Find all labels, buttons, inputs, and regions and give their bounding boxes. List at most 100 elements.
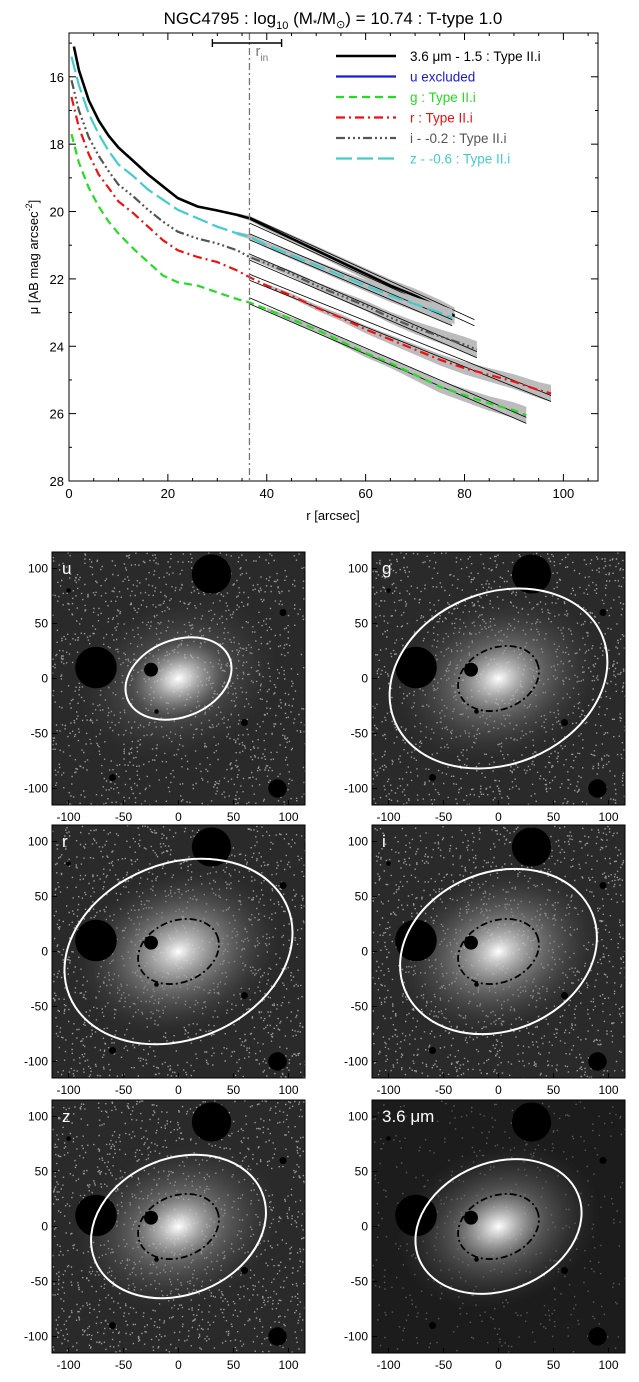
image-panel-4: z -100 -100 -50 -50 0 0 50 50 100 100 xyxy=(24,1099,306,1372)
image-panel-5: 3.6 μm -100 -100 -50 -50 0 0 50 50 100 100 xyxy=(344,1099,626,1372)
image-y-tick-label: -50 xyxy=(351,1275,369,1289)
star-mask xyxy=(268,1327,287,1346)
star-mask xyxy=(511,554,552,594)
image-x-tick-label: 50 xyxy=(227,1358,241,1372)
image-y-tick-label: 100 xyxy=(28,562,48,576)
image-y-tick-label: 0 xyxy=(361,1220,368,1234)
star-mask xyxy=(464,662,478,677)
outer-ellipse xyxy=(399,867,598,1036)
image-y-tick-label: 100 xyxy=(348,562,368,576)
image-x-tick-label: 100 xyxy=(278,810,298,824)
y-tick-label: 26 xyxy=(50,407,64,422)
galaxy-image xyxy=(52,552,305,805)
image-x-tick-label: 0 xyxy=(175,1358,182,1372)
outer-ellipse xyxy=(63,857,294,1046)
outer-ellipse xyxy=(414,1158,583,1295)
y-axis-label: μ [AB mag arcsec-2] xyxy=(24,200,41,315)
image-y-tick-label: 100 xyxy=(348,835,368,849)
galaxy-image-grid: u -100 -100 -50 -50 0 0 50 50 100 100 g -100 -100 -50 -… xyxy=(0,530,639,1377)
star-mask xyxy=(386,588,391,593)
image-x-tick-label: -100 xyxy=(56,810,80,824)
image-x-tick-label: 50 xyxy=(547,810,561,824)
star-mask xyxy=(511,1102,552,1142)
star-mask xyxy=(109,1047,116,1054)
legend-label: i - -0.2 : Type II.i xyxy=(410,131,507,146)
image-x-tick-label: 50 xyxy=(547,1358,561,1372)
x-tick-label: 0 xyxy=(65,486,72,501)
galaxy-glow xyxy=(76,1143,281,1310)
x-axis-label: r [arcsec] xyxy=(306,508,359,523)
image-y-tick-label: -100 xyxy=(24,1055,48,1069)
y-axis-ticks: 16 18 20 22 24 26 28 xyxy=(50,42,598,489)
star-mask xyxy=(429,1322,436,1329)
image-x-tick-label: 50 xyxy=(227,1083,241,1097)
image-x-tick-label: 100 xyxy=(598,1083,618,1097)
image-x-tick-label: 50 xyxy=(547,1083,561,1097)
plot-frame xyxy=(68,32,599,482)
star-mask xyxy=(561,1267,568,1274)
legend-label: 3.6 μm - 1.5 : Type II.i xyxy=(410,49,541,64)
image-x-tick-label: 100 xyxy=(598,1358,618,1372)
image-x-tick-label: 0 xyxy=(495,1083,502,1097)
star-mask xyxy=(561,992,568,999)
plot-area xyxy=(70,33,552,481)
image-y-tick-label: 50 xyxy=(355,617,369,631)
image-x-tick-label: -100 xyxy=(56,1358,80,1372)
fit-line xyxy=(249,273,552,396)
x-tick-label: 40 xyxy=(260,486,274,501)
inner-ellipse xyxy=(137,918,220,985)
galaxy-glow xyxy=(396,868,601,1035)
star-mask xyxy=(474,1257,479,1262)
inner-ellipse xyxy=(457,645,540,712)
series-line xyxy=(70,79,478,351)
image-y-tick-label: -50 xyxy=(31,1000,49,1014)
image-y-tick-label: 0 xyxy=(41,1220,48,1234)
image-x-tick-label: -50 xyxy=(435,1083,453,1097)
star-mask xyxy=(241,719,248,726)
star-mask xyxy=(464,935,478,950)
y-tick-label: 18 xyxy=(50,137,64,152)
image-y-tick-label: -100 xyxy=(24,782,48,796)
star-mask xyxy=(268,779,287,798)
galaxy-image xyxy=(372,825,625,1078)
galaxy-image xyxy=(372,552,625,805)
x-tick-label: 20 xyxy=(161,486,175,501)
panel-label: u xyxy=(62,559,71,578)
surface-brightness-profile-chart: NGC4795 : log10 (M*/M⊙) = 10.74 : T-type… xyxy=(24,9,599,523)
star-mask xyxy=(66,1136,71,1141)
legend-label: z - -0.6 : Type II.i xyxy=(410,152,510,167)
fit-line xyxy=(249,297,527,418)
image-y-tick-label: -100 xyxy=(344,1330,368,1344)
legend-label: r : Type II.i xyxy=(410,111,473,126)
star-mask xyxy=(561,719,568,726)
x-tick-label: 60 xyxy=(358,486,372,501)
star-mask xyxy=(241,992,248,999)
inner-ellipse xyxy=(137,1193,220,1260)
star-mask xyxy=(191,554,232,594)
image-y-tick-label: -50 xyxy=(351,727,369,741)
y-tick-label: 24 xyxy=(50,339,64,354)
star-mask xyxy=(154,1257,159,1262)
star-mask xyxy=(154,709,159,714)
image-panel-1: g -100 -100 -50 -50 0 0 50 50 100 100 xyxy=(344,551,626,824)
star-mask xyxy=(599,609,607,616)
image-y-tick-label: -100 xyxy=(344,782,368,796)
legend-label: g : Type II.i xyxy=(410,90,476,105)
star-mask xyxy=(588,1052,607,1071)
x-axis-ticks: 0 20 40 60 80 100 xyxy=(65,33,589,501)
image-y-tick-label: 100 xyxy=(28,835,48,849)
image-y-tick-label: 0 xyxy=(41,672,48,686)
galaxy-glow xyxy=(396,595,601,762)
image-x-tick-label: -50 xyxy=(115,810,133,824)
image-x-tick-label: -50 xyxy=(435,810,453,824)
star-mask xyxy=(588,779,607,798)
inner-ellipse xyxy=(457,918,540,985)
star-mask xyxy=(191,1102,232,1142)
image-panel-0: u -100 -100 -50 -50 0 0 50 50 100 100 xyxy=(24,551,306,824)
fit-line xyxy=(249,239,453,327)
star-mask xyxy=(268,1052,287,1071)
galaxy-glow xyxy=(76,595,281,762)
star-mask xyxy=(395,646,437,689)
y-tick-label: 22 xyxy=(50,272,64,287)
image-x-tick-label: 0 xyxy=(175,1083,182,1097)
